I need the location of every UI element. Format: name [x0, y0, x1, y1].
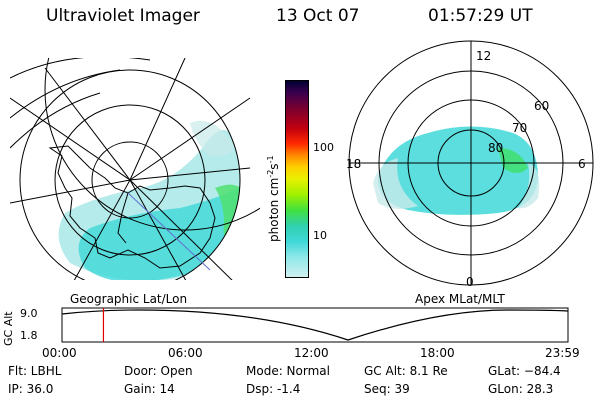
orbit-xtick-0: 00:00	[42, 346, 77, 360]
left-panel-caption: Geographic Lat/Lon	[70, 292, 188, 306]
mlt-label-18: 18	[346, 157, 361, 171]
orbit-xtick-3: 18:00	[420, 346, 455, 360]
mlt-label-12: 12	[476, 49, 491, 63]
unit-text-s: s	[267, 163, 281, 170]
info-ip: IP: 36.0	[8, 382, 54, 396]
info-dsp: Dsp: -1.4	[246, 382, 301, 396]
orbit-xtick-4: 23:59	[545, 346, 580, 360]
mlt-label-0: 0	[466, 275, 474, 288]
unit-sup-s: -1	[266, 155, 275, 164]
info-flt: Flt: LBHL	[8, 364, 62, 378]
unit-sup-cm: -2	[266, 169, 275, 178]
magnetic-map: 12 18 6 0 60 70 80	[346, 40, 594, 288]
mlat-label-60: 60	[534, 99, 549, 113]
info-seq: Seq: 39	[364, 382, 410, 396]
colorbar	[285, 80, 309, 278]
date-label: 13 Oct 07	[276, 6, 360, 26]
info-glat: GLat: −84.4	[488, 364, 561, 378]
orbit-xtick-2: 12:00	[294, 346, 329, 360]
right-aurora-emission	[373, 126, 540, 215]
right-panel-caption: Apex MLat/MLT	[415, 292, 505, 306]
orbit-xtick-1: 06:00	[168, 346, 203, 360]
instrument-title: Ultraviolet Imager	[46, 6, 200, 26]
info-gcalt: GC Alt: 8.1 Re	[364, 364, 448, 378]
orbit-ylabel: GC Alt	[2, 311, 15, 346]
colorbar-tick-10: 10	[313, 229, 327, 242]
mlt-label-6: 6	[578, 157, 586, 171]
info-gain: Gain: 14	[124, 382, 175, 396]
colorbar-unit-label: photon cm-2s-1	[266, 155, 281, 242]
geographic-map	[10, 58, 260, 280]
mlat-label-70: 70	[512, 121, 527, 135]
colorbar-tick-100: 100	[313, 141, 334, 154]
orbit-plot	[61, 307, 569, 343]
time-label: 01:57:29 UT	[428, 6, 533, 26]
orbit-ytick-9: 9.0	[20, 307, 38, 320]
orbit-ytick-1-8: 1.8	[20, 329, 38, 342]
info-mode: Mode: Normal	[246, 364, 330, 378]
unit-text: photon cm	[267, 177, 281, 242]
info-door: Door: Open	[124, 364, 193, 378]
info-glon: GLon: 28.3	[488, 382, 554, 396]
left-aurora-emission	[58, 120, 240, 280]
mlat-label-80: 80	[488, 141, 503, 155]
